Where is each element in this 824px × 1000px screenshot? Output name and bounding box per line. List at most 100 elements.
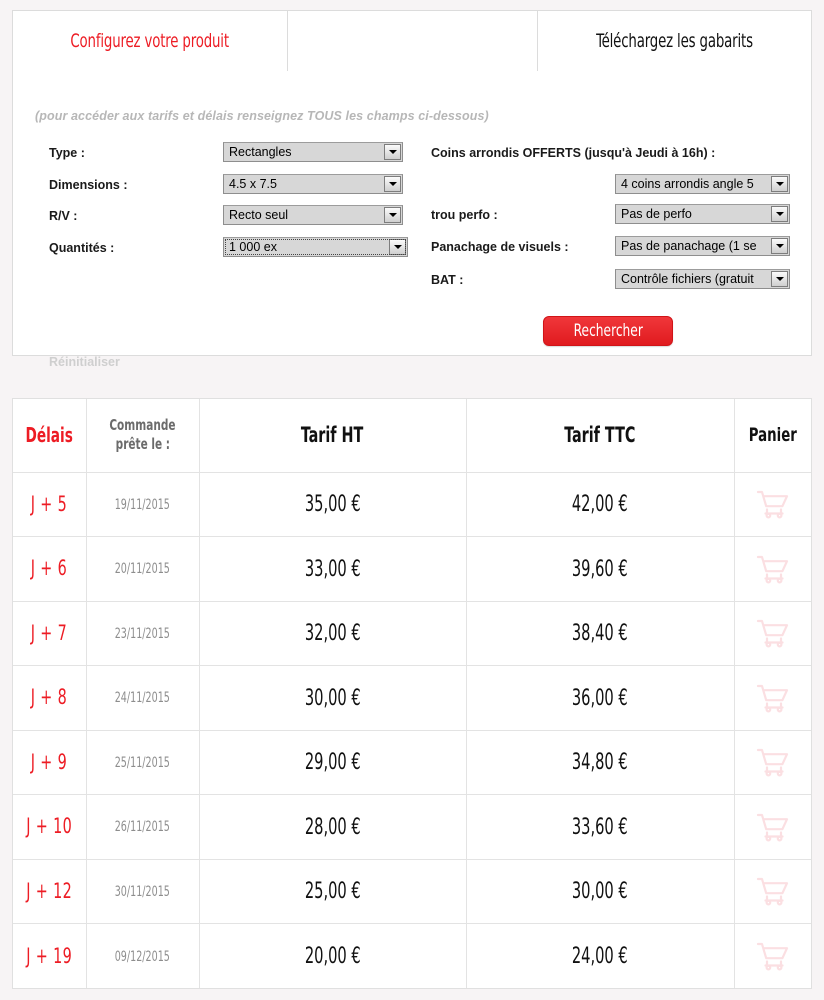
tarif-ttc-value: 36,00 € xyxy=(572,685,628,711)
cell-tarif-ht: 30,00 € xyxy=(199,665,467,731)
delai-value: J + 7 xyxy=(31,620,68,645)
cell-tarif-ttc: 30,00 € xyxy=(466,859,735,924)
table-header-row: Délais Commande prête le : Tarif HT Tari… xyxy=(13,399,811,473)
date-value: 25/11/2015 xyxy=(114,754,171,771)
table-row[interactable]: J + 12 30/11/2015 25,00 € 30,00 € xyxy=(13,859,811,924)
cell-panier[interactable] xyxy=(734,923,812,988)
select-bat[interactable]: Contrôle fichiers (gratuit xyxy=(615,269,790,289)
select-coins-arrondis[interactable]: 4 coins arrondis angle 5 xyxy=(615,174,790,194)
tab-configurez-votre-produit[interactable]: Configurez votre produit xyxy=(12,10,287,72)
table-row[interactable]: J + 8 24/11/2015 30,00 € 36,00 € xyxy=(13,665,812,731)
tab-empty[interactable] xyxy=(287,10,537,72)
delai-value: J + 19 xyxy=(26,943,73,968)
cell-panier[interactable] xyxy=(734,472,811,537)
tarif-ht-value: 28,00 € xyxy=(304,814,361,840)
select-trou-perfo-value: Pas de perfo xyxy=(621,207,692,221)
table-row[interactable]: J + 5 19/11/2015 35,00 € 42,00 € xyxy=(13,472,811,537)
label-coins-arrondis: Coins arrondis OFFERTS (jusqu'à Jeudi à … xyxy=(431,146,716,160)
cell-date: 25/11/2015 xyxy=(86,730,200,795)
table-row[interactable]: J + 9 25/11/2015 29,00 € 34,80 € xyxy=(13,730,811,795)
shopping-cart-icon[interactable] xyxy=(735,554,812,584)
tarif-ht-value: 20,00 € xyxy=(304,944,361,969)
delai-value: J + 6 xyxy=(31,556,68,581)
table-row[interactable]: J + 19 09/12/2015 20,00 € 24,00 € xyxy=(13,923,812,988)
select-coins-arrondis-value: 4 coins arrondis angle 5 xyxy=(621,177,754,191)
delai-value: J + 8 xyxy=(31,685,68,710)
cell-panier[interactable] xyxy=(734,536,812,602)
cell-tarif-ht: 33,00 € xyxy=(199,536,467,602)
select-panachage-value: Pas de panachage (1 se xyxy=(621,239,757,253)
select-panachage[interactable]: Pas de panachage (1 se xyxy=(615,236,790,256)
select-bat-value: Contrôle fichiers (gratuit xyxy=(621,272,754,286)
tarif-ht-value: 29,00 € xyxy=(304,750,361,776)
column-header-label: Panier xyxy=(748,423,797,446)
select-quantites[interactable]: 1 000 ex xyxy=(223,237,408,257)
cell-date: 20/11/2015 xyxy=(86,536,200,602)
delai-value: J + 5 xyxy=(31,491,68,516)
select-rv-value: Recto seul xyxy=(229,208,289,222)
form-hint: (pour accéder aux tarifs et délais rense… xyxy=(35,109,489,123)
shopping-cart-icon[interactable] xyxy=(735,876,812,906)
cell-panier[interactable] xyxy=(734,794,812,860)
column-header-label-line1: Commande xyxy=(109,415,176,434)
select-type[interactable]: Rectangles xyxy=(223,142,403,162)
cell-panier[interactable] xyxy=(734,730,811,795)
table-row[interactable]: J + 7 23/11/2015 32,00 € 38,40 € xyxy=(13,601,811,666)
cell-panier[interactable] xyxy=(734,601,811,666)
search-button-label: Rechercher xyxy=(573,321,643,341)
column-header-label: Délais xyxy=(25,422,73,447)
column-header-tarif-ht: Tarif HT xyxy=(199,399,467,473)
cell-delai: J + 12 xyxy=(13,859,87,924)
delai-value: J + 10 xyxy=(26,814,73,839)
tab-telechargez-les-gabarits[interactable]: Téléchargez les gabarits xyxy=(537,10,812,72)
cell-tarif-ttc: 33,60 € xyxy=(466,794,735,860)
configuration-form-panel: (pour accéder aux tarifs et délais rense… xyxy=(12,71,812,369)
cell-tarif-ttc: 36,00 € xyxy=(466,665,735,731)
cell-delai: J + 10 xyxy=(13,794,87,860)
select-trou-perfo[interactable]: Pas de perfo xyxy=(615,204,790,224)
date-value: 09/12/2015 xyxy=(114,948,171,965)
cell-delai: J + 19 xyxy=(13,923,87,988)
shopping-cart-icon[interactable] xyxy=(735,618,812,648)
column-header-tarif-ttc: Tarif TTC xyxy=(466,399,735,473)
label-rv: R/V : xyxy=(49,209,78,223)
cell-date: 24/11/2015 xyxy=(86,665,200,731)
table-row[interactable]: J + 10 26/11/2015 28,00 € 33,60 € xyxy=(13,794,812,860)
reset-link[interactable]: Réinitialiser xyxy=(49,355,120,369)
cell-delai: J + 9 xyxy=(13,730,87,795)
chevron-down-icon xyxy=(771,271,788,287)
date-value: 20/11/2015 xyxy=(114,561,171,578)
shopping-cart-icon[interactable] xyxy=(735,941,812,971)
cell-tarif-ttc: 34,80 € xyxy=(466,730,735,795)
cell-tarif-ht: 32,00 € xyxy=(199,601,467,666)
cell-panier[interactable] xyxy=(734,665,812,731)
table-row[interactable]: J + 6 20/11/2015 33,00 € 39,60 € xyxy=(13,536,812,602)
cell-panier[interactable] xyxy=(734,859,811,924)
cell-tarif-ht: 29,00 € xyxy=(199,730,467,795)
cell-delai: J + 8 xyxy=(13,665,87,731)
shopping-cart-icon[interactable] xyxy=(735,489,812,519)
cell-tarif-ttc: 38,40 € xyxy=(466,601,735,666)
cell-delai: J + 7 xyxy=(13,601,87,666)
delai-value: J + 12 xyxy=(26,878,73,903)
column-header-commande-prete-le: Commande prête le : xyxy=(86,399,200,473)
shopping-cart-icon[interactable] xyxy=(735,812,812,842)
column-header-label-line2: prête le : xyxy=(115,435,170,454)
label-bat: BAT : xyxy=(431,273,464,287)
label-dimensions: Dimensions : xyxy=(49,178,128,192)
cell-tarif-ttc: 42,00 € xyxy=(466,472,735,537)
select-quantites-value: 1 000 ex xyxy=(229,240,277,254)
select-rv[interactable]: Recto seul xyxy=(223,205,403,225)
shopping-cart-icon[interactable] xyxy=(735,747,812,777)
cell-date: 19/11/2015 xyxy=(86,472,200,537)
date-value: 23/11/2015 xyxy=(114,625,171,642)
select-type-value: Rectangles xyxy=(229,145,292,159)
search-button[interactable]: Rechercher xyxy=(543,316,673,346)
label-type: Type : xyxy=(49,146,85,160)
column-header-panier: Panier xyxy=(734,399,811,473)
select-dimensions[interactable]: 4.5 x 7.5 xyxy=(223,174,403,194)
tarif-ttc-value: 30,00 € xyxy=(572,879,628,905)
shopping-cart-icon[interactable] xyxy=(735,683,812,713)
cell-tarif-ht: 20,00 € xyxy=(199,923,467,988)
